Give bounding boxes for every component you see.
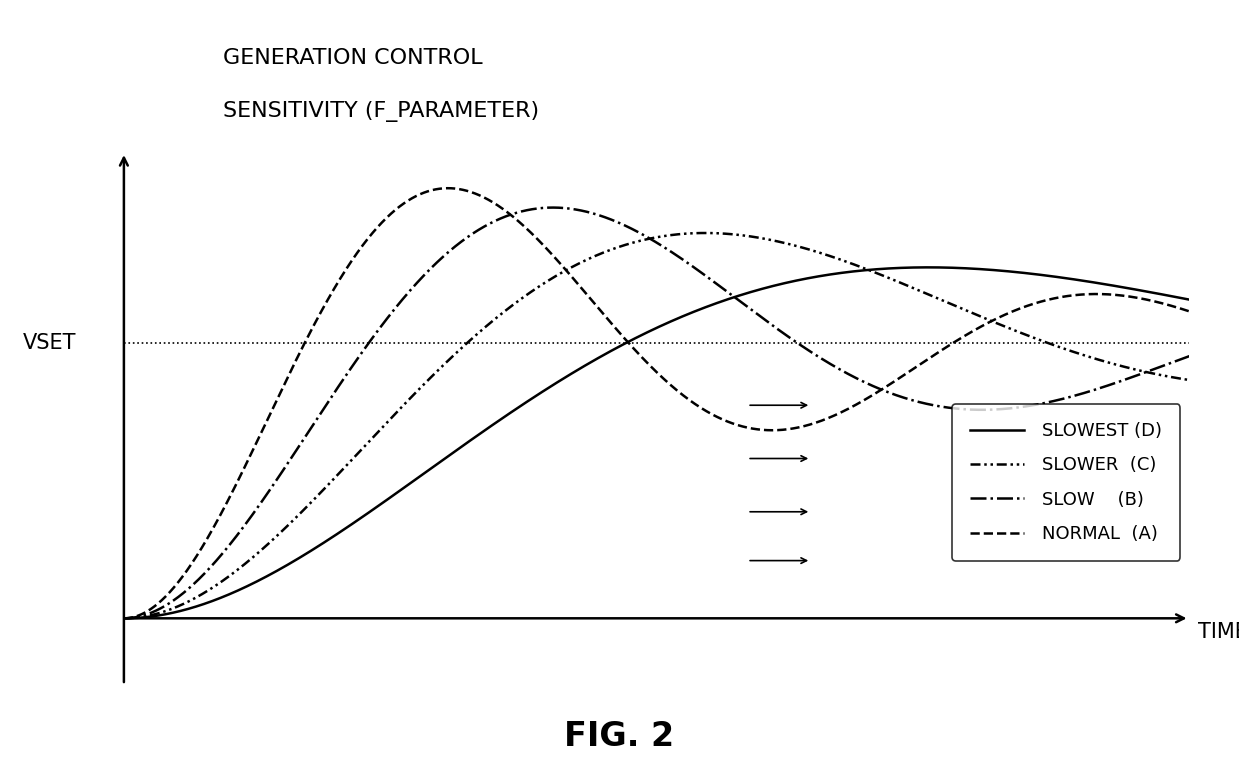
Text: GENERATION CONTROL: GENERATION CONTROL [223, 49, 483, 68]
Text: FIG. 2: FIG. 2 [565, 721, 674, 753]
Text: SENSITIVITY (F_PARAMETER): SENSITIVITY (F_PARAMETER) [223, 100, 539, 122]
Legend: SLOWEST (D), SLOWER  (C), SLOW    (B), NORMAL  (A): SLOWEST (D), SLOWER (C), SLOW (B), NORMA… [952, 404, 1181, 561]
Text: VSET: VSET [22, 333, 76, 353]
Text: TIME: TIME [1198, 622, 1239, 642]
